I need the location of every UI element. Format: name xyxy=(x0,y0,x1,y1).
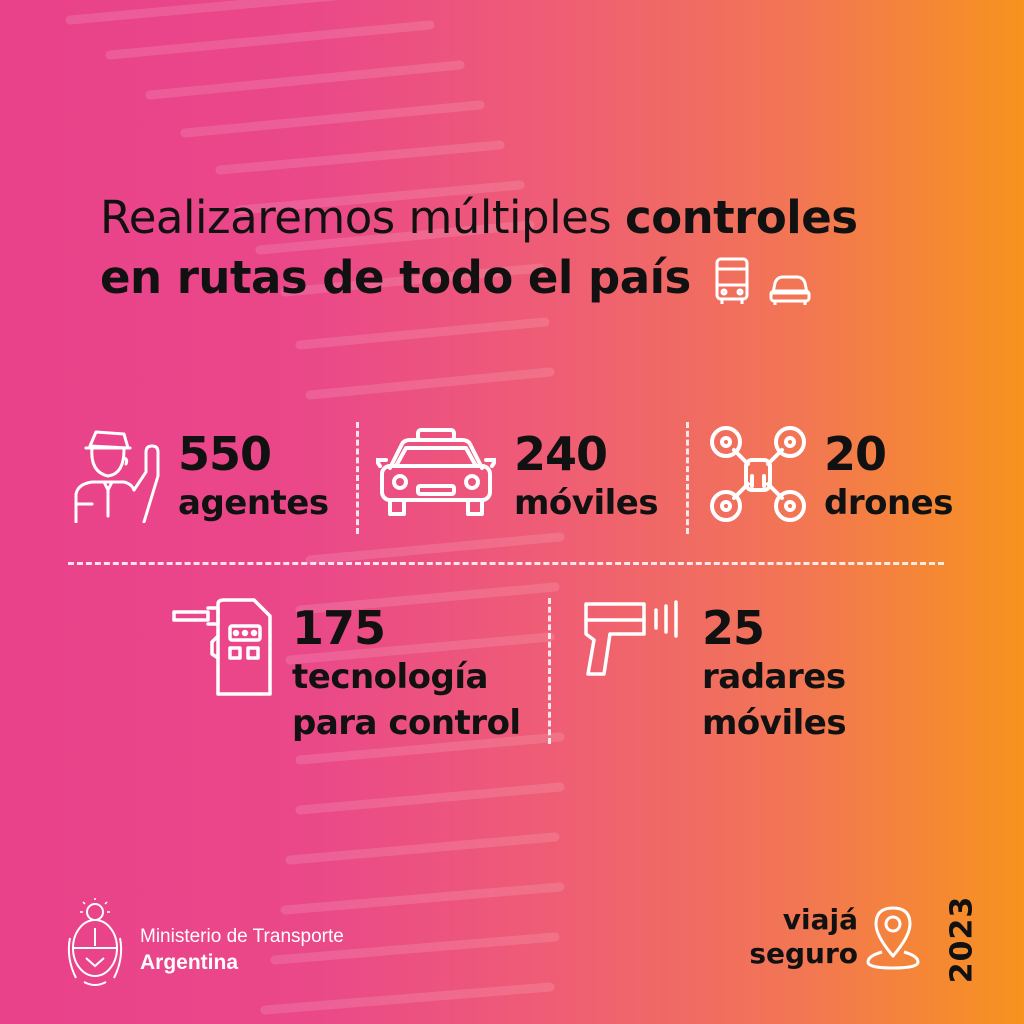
stat-label-line-1: tecnología xyxy=(292,657,488,697)
traffic-agent-icon xyxy=(74,430,160,523)
stat-label-line-2: para control xyxy=(292,703,521,743)
headline: Realizaremos múltiples controles en ruta… xyxy=(100,188,920,308)
stat-moviles: 240 móviles xyxy=(514,427,659,526)
ministry-brand: Ministerio de Transporte Argentina xyxy=(140,925,344,977)
location-pin-icon xyxy=(866,906,920,970)
stat-label: móviles xyxy=(514,483,659,523)
headline-bold-part: controles xyxy=(625,191,858,244)
slogan-line-2: seguro xyxy=(749,937,858,970)
bus-and-car-icon xyxy=(715,257,811,305)
stat-number: 240 xyxy=(514,427,608,481)
stat-number: 550 xyxy=(178,427,272,481)
drone-icon xyxy=(710,426,806,522)
stat-agentes: 550 agentes xyxy=(178,428,329,526)
divider-horizontal xyxy=(68,562,944,565)
stat-tecnologia: 175 tecnología para control xyxy=(292,602,521,746)
ministry-name: Ministerio de Transporte xyxy=(140,926,344,947)
breathalyzer-icon xyxy=(172,598,272,696)
stat-radares: 25 radares móviles xyxy=(702,601,847,746)
stat-label: agentes xyxy=(178,483,329,523)
campaign-slogan: viajá seguro xyxy=(748,903,858,971)
headline-line-2: en rutas de todo el país xyxy=(100,251,691,304)
campaign-year: 2023 xyxy=(924,896,984,984)
stat-label-line-1: radares xyxy=(702,657,846,697)
stat-number: 20 xyxy=(824,427,887,481)
divider-vertical xyxy=(356,422,359,534)
country-name: Argentina xyxy=(140,951,239,974)
stat-number: 175 xyxy=(292,601,386,655)
patrol-car-icon xyxy=(376,428,496,516)
stat-number: 25 xyxy=(702,601,765,655)
speed-radar-gun-icon xyxy=(584,600,678,676)
stat-label: drones xyxy=(824,483,953,523)
stat-drones: 20 drones xyxy=(824,428,953,526)
divider-vertical xyxy=(548,598,551,744)
slogan-line-1: viajá xyxy=(782,903,858,936)
stat-label-line-2: móviles xyxy=(702,703,847,743)
argentina-coat-of-arms-logo xyxy=(67,898,123,986)
headline-light-part: Realizaremos múltiples xyxy=(100,191,626,244)
year-text: 2023 xyxy=(944,895,980,984)
divider-vertical xyxy=(686,422,689,534)
